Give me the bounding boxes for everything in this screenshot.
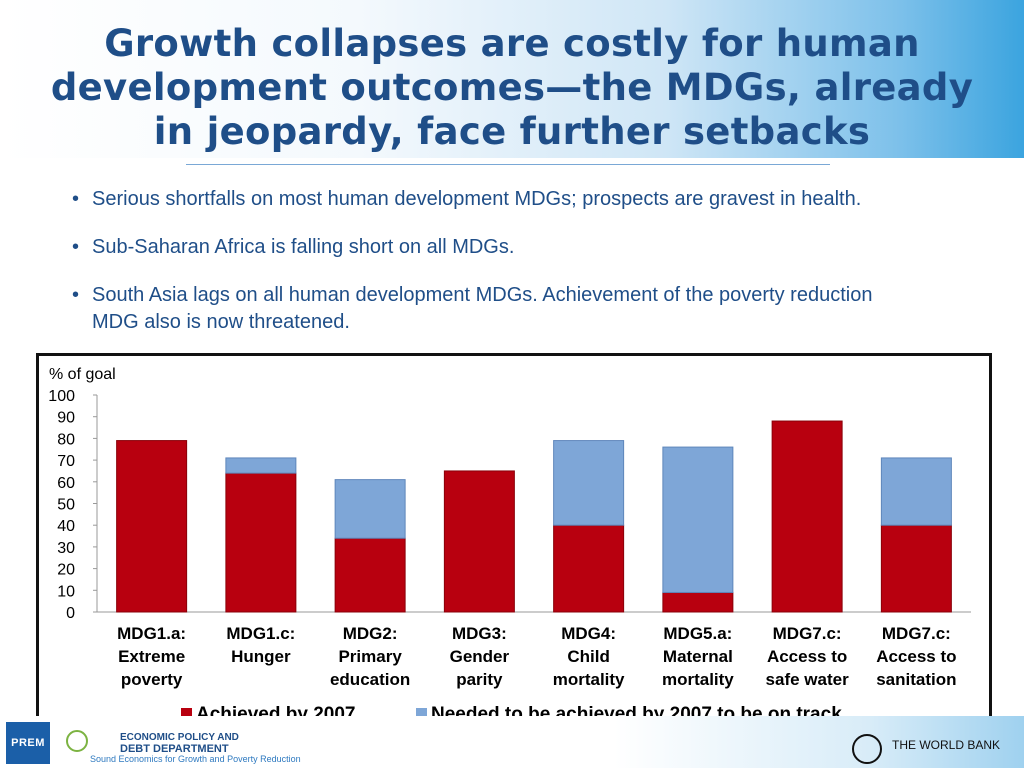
globe-icon xyxy=(66,730,88,752)
y-tick-label: 40 xyxy=(57,518,75,535)
world-bank-label: THE WORLD BANK xyxy=(892,738,1001,752)
x-tick-label: MDG1.c: xyxy=(226,624,295,643)
y-axis-label: % of goal xyxy=(49,366,116,383)
department-name-line: ECONOMIC POLICY AND xyxy=(120,732,239,743)
bar-achieved xyxy=(771,420,843,613)
x-tick-label: poverty xyxy=(121,670,183,689)
bullet-text: South Asia lags on all human development… xyxy=(92,284,873,333)
prem-logo: PREM xyxy=(6,722,50,764)
bar-needed xyxy=(334,479,406,539)
y-tick-label: 100 xyxy=(48,388,75,405)
x-tick-label: Maternal xyxy=(663,647,733,666)
bar-achieved xyxy=(116,440,188,613)
bar-achieved xyxy=(334,537,406,613)
slide-title-line: development outcomes—the MDGs, already xyxy=(50,66,974,109)
footer: PREM ECONOMIC POLICY AND DEBT DEPARTMENT… xyxy=(0,716,1024,768)
x-tick-label: parity xyxy=(456,670,503,689)
x-tick-label: mortality xyxy=(662,670,734,689)
x-tick-label: MDG1.a: xyxy=(117,624,186,643)
title-divider xyxy=(186,164,830,165)
slide-title: Growth collapses are costly for human de… xyxy=(0,22,1024,154)
bullet-dot-icon: • xyxy=(72,284,80,306)
slide-title-line: in jeopardy, face further setbacks xyxy=(153,110,871,153)
x-tick-label: Hunger xyxy=(231,647,291,666)
bar-needed xyxy=(662,446,734,593)
x-tick-label: mortality xyxy=(553,670,625,689)
legend-swatch xyxy=(181,708,192,719)
y-tick-label: 30 xyxy=(57,540,75,557)
x-tick-label: Access to xyxy=(767,647,847,666)
x-tick-label: safe water xyxy=(766,670,850,689)
bar-achieved xyxy=(553,524,625,613)
bullet-item: • Serious shortfalls on most human devel… xyxy=(70,186,990,213)
chart-frame: % of goal 0 10 20 30 40 50 60 70 80 90 100 MDG1.a: Ex… xyxy=(36,353,992,733)
y-tick-label: 60 xyxy=(57,475,75,492)
x-tick-label: Primary xyxy=(338,647,402,666)
x-tick-label: MDG7.c: xyxy=(882,624,951,643)
bullet-dot-icon: • xyxy=(72,236,80,258)
bar-needed xyxy=(225,457,297,474)
bar-achieved xyxy=(662,591,734,613)
world-bank-globe-icon xyxy=(852,734,882,764)
bar-needed xyxy=(880,457,952,526)
department-tagline: Sound Economics for Growth and Poverty R… xyxy=(90,754,301,764)
x-tick-label: sanitation xyxy=(876,670,956,689)
y-tick-label: 70 xyxy=(57,453,75,470)
x-tick-label: Access to xyxy=(876,647,956,666)
y-tick-label: 0 xyxy=(66,605,75,622)
x-tick-label: MDG7.c: xyxy=(773,624,842,643)
bullet-dot-icon: • xyxy=(72,188,80,210)
bar-needed xyxy=(553,440,625,526)
x-tick-label: Gender xyxy=(450,647,510,666)
y-tick-label: 90 xyxy=(57,410,75,427)
slide-title-line: Growth collapses are costly for human xyxy=(104,22,920,65)
x-tick-label: MDG2: xyxy=(343,624,398,643)
bar-achieved xyxy=(443,470,515,613)
bullet-text: Serious shortfalls on most human develop… xyxy=(92,188,862,210)
x-tick-label: MDG3: xyxy=(452,624,507,643)
legend-swatch xyxy=(416,708,427,719)
bar-achieved xyxy=(880,524,952,613)
header-band xyxy=(0,0,1024,158)
x-tick-label: Child xyxy=(567,647,610,666)
x-tick-label: MDG5.a: xyxy=(663,624,732,643)
y-tick-label: 80 xyxy=(57,431,75,448)
x-tick-label: Extreme xyxy=(118,647,185,666)
bullet-item: • South Asia lags on all human developme… xyxy=(70,282,902,336)
x-tick-label: education xyxy=(330,670,410,689)
department-name-line: DEBT DEPARTMENT xyxy=(120,743,229,755)
stacked-bar-chart: % of goal 0 10 20 30 40 50 60 70 80 90 100 MDG1.a: Ex… xyxy=(48,366,971,725)
x-tick-label: MDG4: xyxy=(561,624,616,643)
bar-achieved xyxy=(225,472,297,613)
bullet-list: • Serious shortfalls on most human devel… xyxy=(70,186,990,357)
y-tick-label: 50 xyxy=(57,497,75,514)
y-tick-label: 10 xyxy=(57,583,75,600)
bullet-text: Sub-Saharan Africa is falling short on a… xyxy=(92,236,515,258)
bullet-item: • Sub-Saharan Africa is falling short on… xyxy=(70,234,990,261)
y-tick-label: 20 xyxy=(57,562,75,579)
